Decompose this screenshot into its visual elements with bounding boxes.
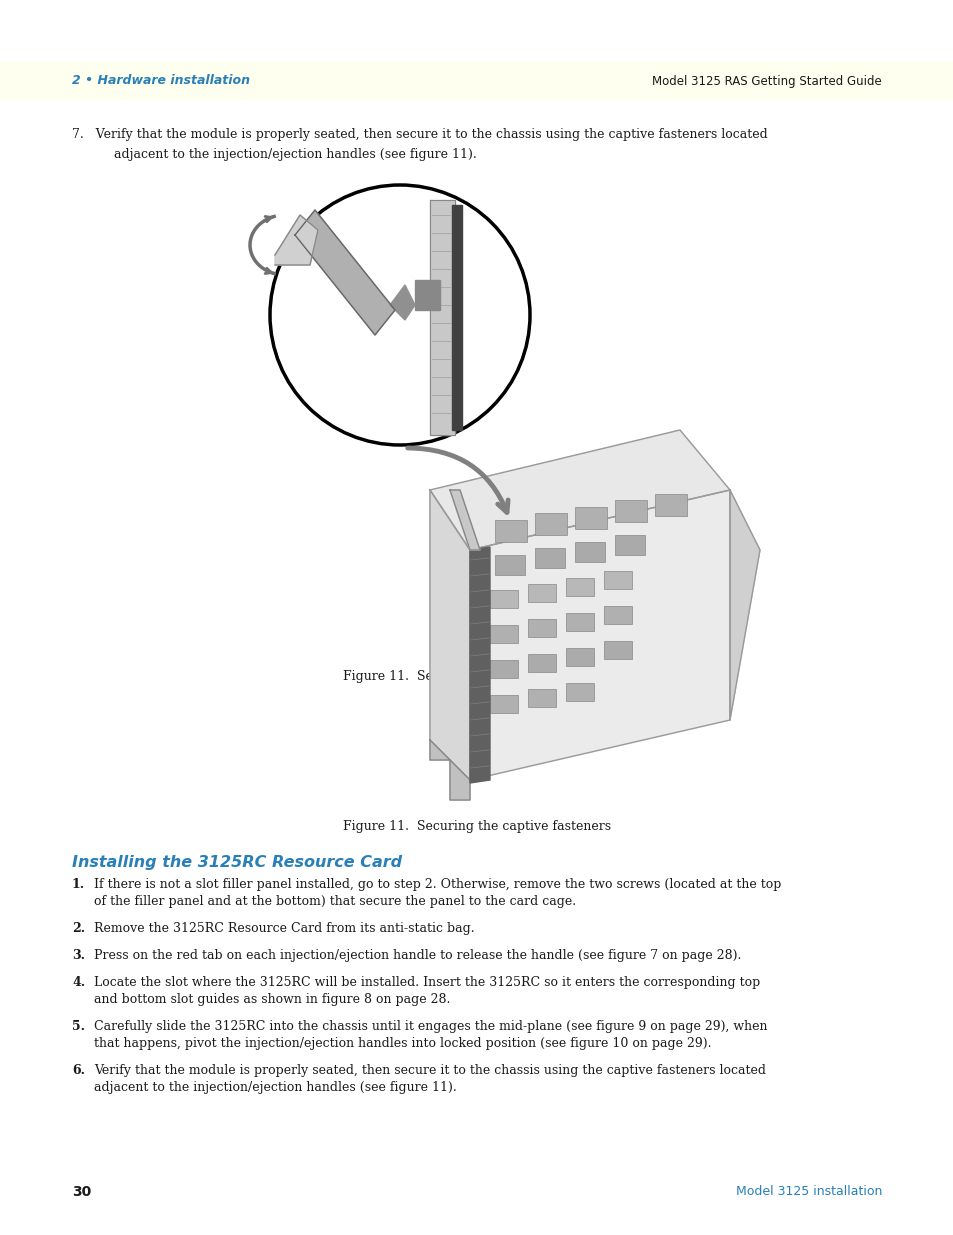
Polygon shape — [274, 215, 317, 266]
Bar — [565, 613, 594, 631]
Text: Press on the red tab on each injection/ejection handle to release the handle (se: Press on the red tab on each injection/e… — [94, 948, 740, 962]
Bar — [490, 695, 517, 713]
Polygon shape — [430, 740, 470, 800]
Text: adjacent to the injection/ejection handles (see figure 11).: adjacent to the injection/ejection handl… — [94, 1081, 456, 1094]
Bar — [603, 606, 631, 624]
Text: and bottom slot guides as shown in figure 8 on page 28.: and bottom slot guides as shown in figur… — [94, 993, 450, 1007]
Text: Verify that the module is properly seated, then secure it to the chassis using t: Verify that the module is properly seate… — [94, 1065, 765, 1077]
Polygon shape — [430, 200, 455, 435]
Bar — [615, 535, 644, 555]
Polygon shape — [452, 205, 461, 430]
Bar — [535, 513, 566, 535]
Text: that happens, pivot the injection/ejection handles into locked position (see fig: that happens, pivot the injection/ejecti… — [94, 1037, 711, 1050]
Polygon shape — [415, 280, 439, 310]
Text: 5.: 5. — [71, 1020, 85, 1032]
Text: Locate the slot where the 3125RC will be installed. Insert the 3125RC so it ente: Locate the slot where the 3125RC will be… — [94, 976, 760, 989]
Bar — [527, 655, 556, 672]
Bar — [527, 584, 556, 601]
Polygon shape — [430, 490, 470, 781]
Text: 6.: 6. — [71, 1065, 85, 1077]
Polygon shape — [470, 547, 490, 783]
Text: Remove the 3125RC Resource Card from its anti-static bag.: Remove the 3125RC Resource Card from its… — [94, 923, 475, 935]
Bar — [495, 555, 524, 576]
Polygon shape — [450, 490, 479, 550]
Text: 2.: 2. — [71, 923, 85, 935]
Text: Figure 11.  Securing the captive fasteners: Figure 11. Securing the captive fastener… — [342, 820, 611, 832]
Text: 1.: 1. — [71, 878, 85, 890]
Text: adjacent to the injection/ejection handles (see figure 11).: adjacent to the injection/ejection handl… — [90, 148, 476, 161]
Bar — [535, 548, 564, 568]
Bar — [603, 571, 631, 589]
Bar — [565, 648, 594, 666]
Polygon shape — [390, 285, 415, 320]
Text: Installing the 3125RC Resource Card: Installing the 3125RC Resource Card — [71, 855, 402, 869]
Bar — [565, 683, 594, 701]
Bar — [615, 500, 646, 522]
Text: 7.   Verify that the module is properly seated, then secure it to the chassis us: 7. Verify that the module is properly se… — [71, 128, 767, 141]
Text: 2 • Hardware installation: 2 • Hardware installation — [71, 74, 250, 88]
Text: Carefully slide the 3125RC into the chassis until it engages the mid-plane (see : Carefully slide the 3125RC into the chas… — [94, 1020, 767, 1032]
Bar — [527, 689, 556, 706]
Bar — [603, 641, 631, 659]
Bar — [527, 619, 556, 637]
Bar — [565, 578, 594, 597]
Bar — [495, 520, 526, 542]
Text: 3.: 3. — [71, 948, 85, 962]
Text: Model 3125 installation: Model 3125 installation — [735, 1186, 882, 1198]
Bar — [0, 62, 953, 100]
Text: Model 3125 RAS Getting Started Guide: Model 3125 RAS Getting Started Guide — [652, 74, 882, 88]
Bar — [490, 590, 517, 608]
Polygon shape — [430, 430, 729, 550]
Bar — [490, 625, 517, 643]
Bar — [575, 508, 606, 529]
Polygon shape — [470, 490, 729, 781]
Polygon shape — [729, 490, 760, 720]
Text: If there is not a slot filler panel installed, go to step 2. Otherwise, remove t: If there is not a slot filler panel inst… — [94, 878, 781, 890]
Circle shape — [270, 185, 530, 445]
Text: 4.: 4. — [71, 976, 85, 989]
Text: 30: 30 — [71, 1186, 91, 1199]
Polygon shape — [294, 210, 395, 335]
Text: of the filler panel and at the bottom) that secure the panel to the card cage.: of the filler panel and at the bottom) t… — [94, 895, 576, 908]
Bar — [490, 659, 517, 678]
Bar — [655, 494, 686, 516]
Bar — [575, 542, 604, 562]
Text: Figure 11.  Securing the captive fasteners: Figure 11. Securing the captive fastener… — [342, 671, 611, 683]
